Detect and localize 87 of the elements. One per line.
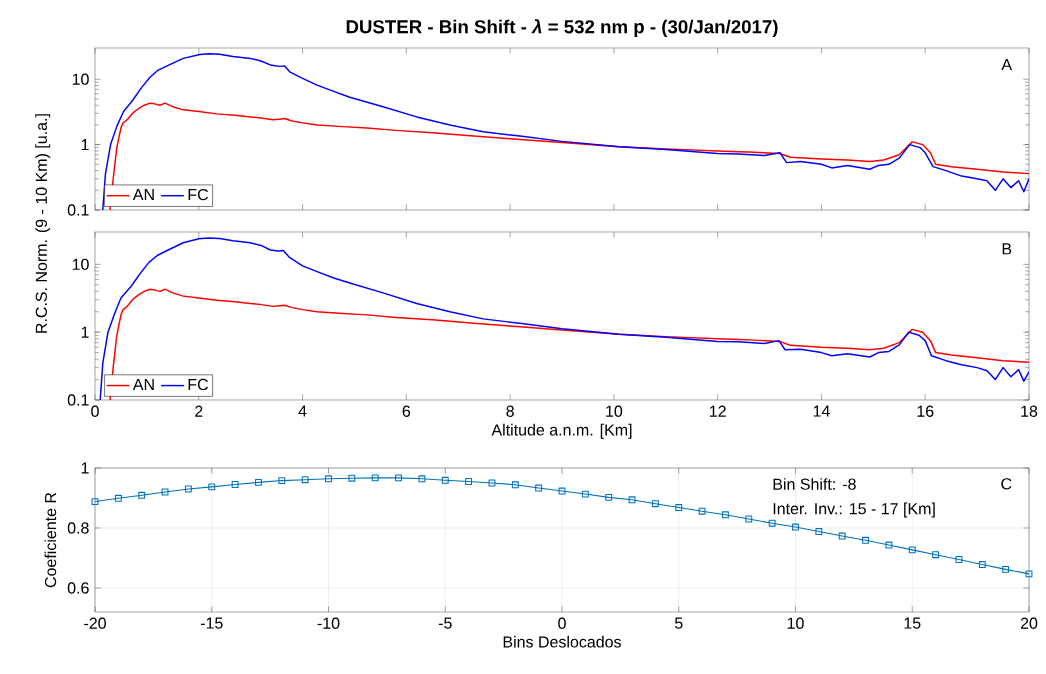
- annotation: B: [1002, 243, 1012, 255]
- point: [721, 511, 729, 519]
- point: [792, 523, 799, 531]
- point: [254, 478, 262, 486]
- point: [208, 483, 216, 491]
- y-tick-label: 0.8: [67, 522, 89, 534]
- x-tick-label: 20: [1020, 617, 1038, 629]
- x-tick-label: -5: [438, 617, 452, 629]
- point: [558, 487, 566, 495]
- point: [348, 474, 356, 482]
- x-tick-label: 14: [813, 405, 830, 417]
- y-tick-label: 1: [81, 326, 89, 338]
- point: [698, 507, 706, 515]
- line-series: [102, 53, 1029, 210]
- point: [1002, 565, 1010, 573]
- point: [511, 481, 519, 489]
- legend-label: FC: [188, 378, 209, 391]
- point: [908, 546, 916, 554]
- point: [862, 536, 870, 544]
- point: [535, 484, 543, 492]
- y-tick-label: 10: [72, 73, 89, 85]
- point: [838, 532, 846, 540]
- legend-label: AN: [132, 378, 154, 390]
- point: [114, 494, 122, 502]
- point: [815, 528, 823, 536]
- point: [605, 493, 613, 501]
- x-tick-label: -15: [200, 617, 223, 629]
- point: [675, 504, 683, 512]
- point: [1025, 570, 1033, 578]
- x-tick-label: -20: [84, 617, 106, 629]
- point: [745, 515, 753, 523]
- point: [628, 496, 636, 504]
- x-tick-label: 4: [298, 405, 307, 417]
- annotation: C: [1001, 478, 1012, 490]
- point: [581, 490, 589, 498]
- annotation: A: [1001, 59, 1013, 71]
- line-series: [99, 237, 1029, 400]
- y-tick-label: 0.1: [67, 204, 89, 216]
- x-tick-label: 2: [195, 405, 203, 417]
- y-tick-label: 10: [72, 258, 89, 271]
- line-series: [109, 102, 1029, 210]
- x-tick-label: 10: [606, 405, 623, 417]
- x-tick-label: 8: [506, 405, 514, 417]
- x-tick-label: 16: [917, 405, 934, 417]
- x-axis-title: Bins Deslocados: [503, 635, 621, 648]
- y-tick-label: 0.6: [67, 582, 89, 594]
- point: [978, 561, 986, 569]
- point: [932, 551, 940, 559]
- line-series: [109, 288, 1029, 400]
- x-tick-label: 0: [91, 405, 99, 417]
- point: [138, 491, 146, 499]
- x-tick-label: 15: [904, 617, 921, 629]
- point: [184, 485, 192, 493]
- point: [301, 476, 309, 484]
- x-tick-label: 5: [674, 617, 683, 629]
- point: [395, 474, 403, 482]
- x-axis-title: Altitude a.n.m. [Km]: [491, 423, 632, 439]
- point: [231, 481, 239, 488]
- x-tick-label: 0: [558, 617, 566, 629]
- annotation: Bin Shift: -8: [773, 478, 856, 490]
- x-tick-label: 18: [1021, 405, 1038, 417]
- point: [161, 488, 169, 496]
- point: [91, 498, 99, 506]
- point: [418, 475, 426, 483]
- point: [955, 556, 963, 563]
- point: [371, 474, 379, 482]
- y-tick-label: 1: [81, 139, 89, 151]
- annotation: Inter. Inv.: 15 - 17 [Km]: [773, 502, 935, 518]
- legend-label: AN: [132, 189, 154, 200]
- y-tick-label: 0.1: [67, 394, 89, 406]
- x-tick-label: -10: [317, 617, 340, 629]
- point: [465, 478, 473, 485]
- point: [488, 479, 496, 487]
- x-tick-label: 10: [787, 617, 804, 629]
- x-tick-label: 6: [402, 405, 411, 417]
- y-axis-title: R.C.S. Norm. (9 - 10 Km) [u.a.]: [35, 114, 51, 333]
- y-axis-title: Coeficiente R: [44, 492, 57, 588]
- point: [325, 475, 332, 483]
- y-tick-label: 1: [81, 462, 89, 474]
- x-tick-label: 12: [709, 405, 726, 417]
- chart-title: DUSTER - Bin Shift - λ = 532 nm p - (30/Jan/2017): [346, 19, 778, 38]
- point: [651, 500, 659, 508]
- point: [768, 519, 776, 527]
- point: [441, 476, 449, 484]
- legend-label: FC: [188, 188, 209, 201]
- point: [278, 477, 286, 485]
- point: [885, 541, 893, 549]
